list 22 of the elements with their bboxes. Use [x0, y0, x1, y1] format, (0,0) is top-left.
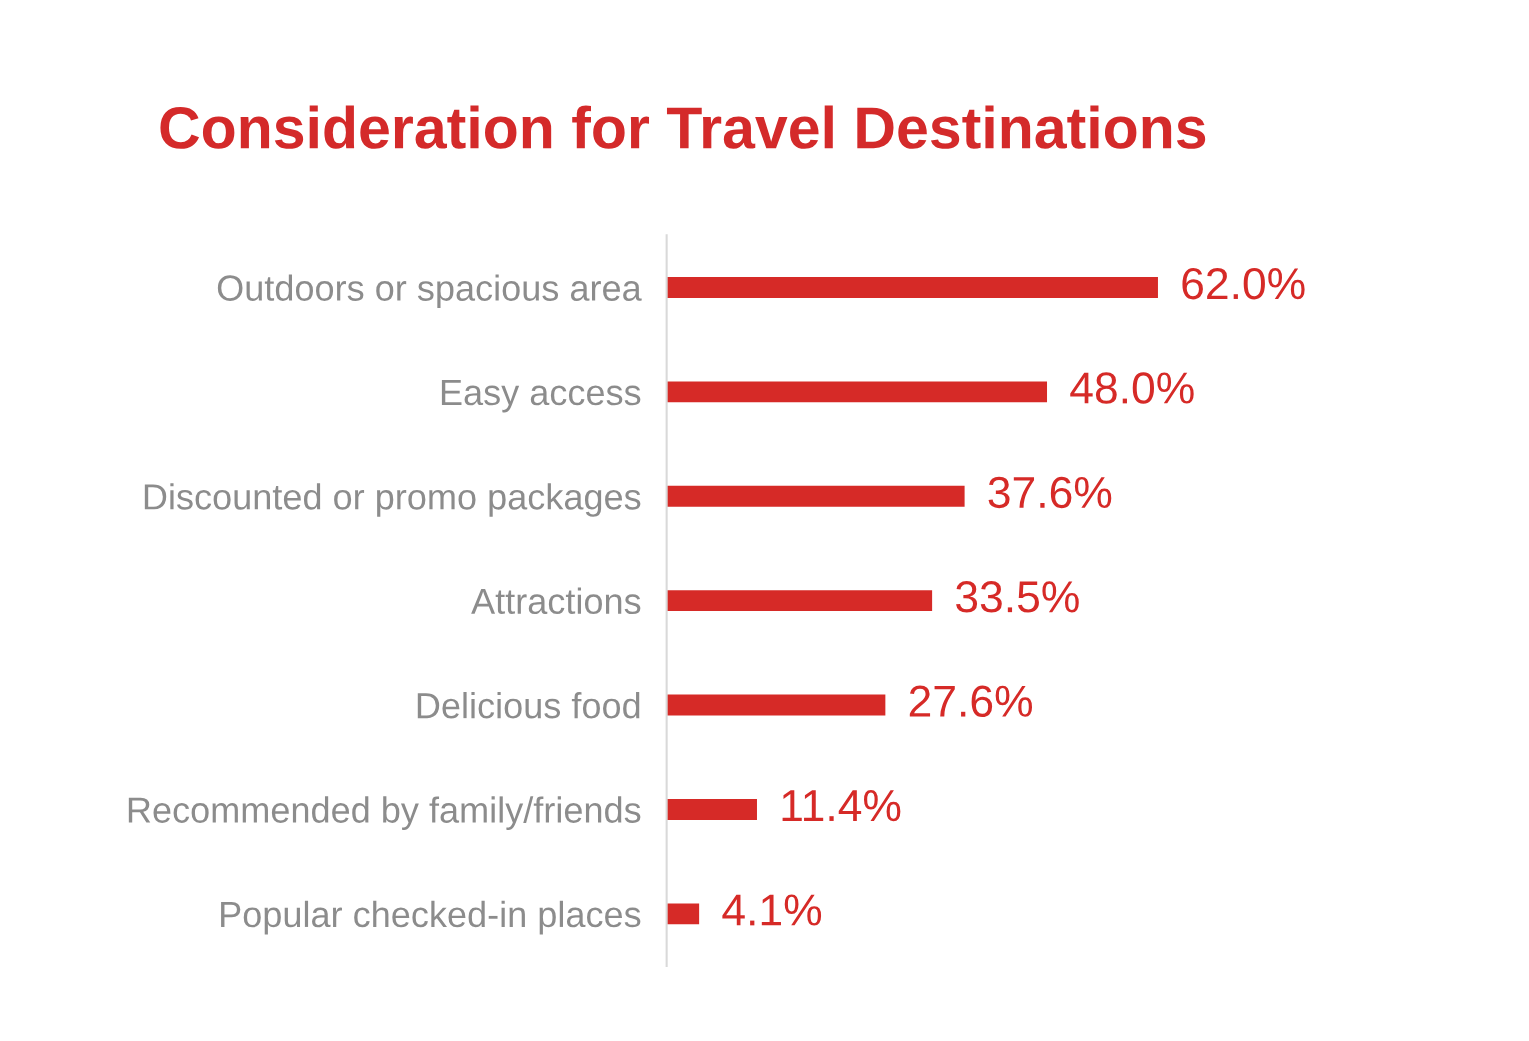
- bar: [666, 903, 700, 925]
- bar: [666, 694, 886, 716]
- data-label: 37.6%: [988, 476, 1112, 509]
- bar: [666, 277, 1158, 298]
- y-tick-label: Easy access: [441, 380, 641, 413]
- y-tick-label: Recommended by family/friends: [128, 796, 641, 831]
- chart-title: Consideration for Travel Destinations: [160, 105, 1206, 149]
- data-label: 48.0%: [1070, 372, 1194, 404]
- bar: [666, 381, 1048, 403]
- data-label: 27.6%: [909, 685, 1033, 717]
- data-label: 33.5%: [956, 581, 1079, 613]
- data-label: 4.1%: [722, 894, 822, 926]
- y-tick-label: Delicious food: [417, 691, 640, 719]
- data-label: 62.0%: [1182, 267, 1305, 300]
- bar: [666, 799, 757, 820]
- y-tick-label: Discounted or promo packages: [144, 483, 641, 517]
- bar: [666, 590, 933, 612]
- y-tick-label: Attractions: [471, 587, 641, 615]
- y-tick-label: Outdoors or spacious area: [217, 274, 642, 309]
- bar: [666, 485, 965, 507]
- y-tick-label: Popular checked-in places: [221, 900, 641, 935]
- data-label: 11.4%: [782, 790, 901, 822]
